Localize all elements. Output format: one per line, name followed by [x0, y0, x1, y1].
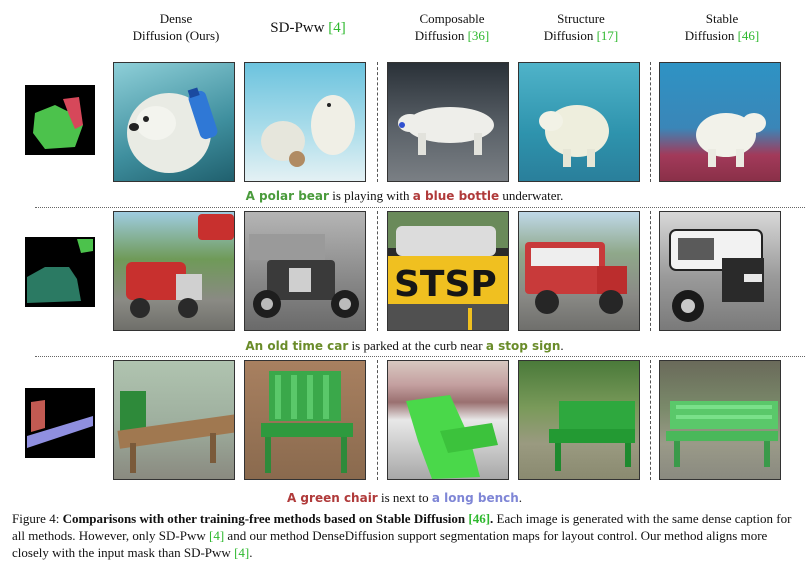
image-bear-structure	[518, 62, 640, 182]
figure-caption-bold: Comparisons with other training-free met…	[62, 511, 469, 526]
caption-text: is next to	[377, 490, 432, 505]
header-stable: Stable Diffusion [46]	[652, 10, 792, 44]
car-illustration	[669, 229, 764, 322]
header-sd-pww: SD-Pww [4]	[238, 20, 378, 37]
caption-entity-1: A green chair	[286, 491, 378, 505]
figure-caption-text: and our method DenseDiffusion support se…	[12, 528, 768, 560]
image-car-sdpww	[244, 211, 366, 331]
mask-shapes	[27, 400, 93, 448]
header-line1: Stable	[705, 11, 739, 26]
header-line2: Diffusion	[684, 28, 735, 43]
image-chair-sdpww	[244, 360, 366, 480]
image-car-composable: STSP	[387, 211, 509, 331]
citation-link[interactable]: [4]	[209, 528, 225, 543]
figure-caption-text: Each image is generated with the same de…	[12, 511, 792, 543]
bear-illustration	[398, 107, 494, 155]
column-divider	[377, 211, 378, 331]
segmentation-mask-bear	[25, 85, 95, 155]
header-line2: Diffusion	[543, 28, 594, 43]
car-illustration	[249, 234, 359, 318]
caption-text-end: .	[518, 490, 523, 505]
header-ref: [4]	[328, 20, 346, 36]
chair-bench-illustration	[117, 391, 234, 473]
figure-caption: Figure 4: Comparisons with other trainin…	[12, 510, 802, 561]
citation-link[interactable]: [4]	[234, 545, 250, 560]
bears-illustration	[261, 95, 355, 167]
figure-label: Figure 4:	[12, 511, 63, 526]
bench-illustration	[549, 401, 635, 471]
svg-text:STSP: STSP	[394, 264, 497, 305]
header-line1: Structure	[557, 11, 605, 26]
header-densediffusion: Dense Diffusion (Ours)	[106, 10, 246, 44]
figure-caption-bold-end: .	[490, 511, 494, 526]
header-ref: [46]	[737, 28, 760, 43]
caption-text-end: underwater.	[499, 188, 564, 203]
bear-illustration	[539, 105, 609, 167]
image-car-structure	[518, 211, 640, 331]
image-chair-structure	[518, 360, 640, 480]
row-divider	[35, 207, 805, 208]
chair-illustration	[261, 371, 353, 473]
header-line2: Diffusion	[414, 28, 465, 43]
header-line1: Dense	[159, 11, 193, 26]
image-bear-composable	[387, 62, 509, 182]
column-divider	[377, 62, 378, 182]
row-caption-chair: A green chair is next to a long bench.	[0, 490, 809, 506]
header-ref: [17]	[596, 28, 619, 43]
caption-entity-1: An old time car	[245, 339, 349, 353]
header-line1: Composable	[419, 11, 485, 26]
image-chair-composable	[387, 360, 509, 480]
caption-entity-1: A polar bear	[245, 189, 329, 203]
caption-text: is playing with	[328, 188, 413, 203]
mask-shapes	[33, 97, 83, 149]
car-illustration	[525, 242, 627, 314]
column-divider	[650, 360, 651, 480]
mask-shapes	[27, 239, 93, 303]
car-illustration	[126, 214, 234, 318]
header-structure: Structure Diffusion [17]	[511, 10, 651, 44]
bear-illustration	[696, 113, 766, 167]
citation-link[interactable]: [46]	[468, 511, 491, 526]
caption-text: is parked at the curb near	[348, 338, 486, 353]
header-line2: SD-Pww	[270, 20, 325, 36]
column-divider	[377, 360, 378, 480]
bear-illustration	[127, 87, 218, 173]
row-caption-car: An old time car is parked at the curb ne…	[0, 338, 809, 354]
caption-entity-2: a blue bottle	[412, 189, 500, 203]
chair-illustration	[406, 395, 498, 479]
figure-caption-text: .	[249, 545, 253, 560]
image-chair-ours	[113, 360, 235, 480]
header-ref: [36]	[467, 28, 490, 43]
column-divider	[650, 62, 651, 182]
row-divider	[35, 356, 805, 357]
image-bear-ours	[113, 62, 235, 182]
caption-entity-2: a long bench	[431, 491, 519, 505]
header-line2: Diffusion (Ours)	[132, 28, 220, 43]
segmentation-mask-chair	[25, 388, 95, 458]
caption-entity-2: a stop sign	[485, 339, 561, 353]
image-car-stable	[659, 211, 781, 331]
caption-text-end: .	[560, 338, 564, 353]
image-car-ours	[113, 211, 235, 331]
car-illustration: STSP	[388, 212, 508, 330]
row-caption-bear: A polar bear is playing with a blue bott…	[0, 188, 809, 204]
column-divider	[650, 211, 651, 331]
image-chair-stable	[659, 360, 781, 480]
image-bear-stable	[659, 62, 781, 182]
bench-illustration	[666, 401, 778, 467]
header-composable: Composable Diffusion [36]	[382, 10, 522, 44]
image-bear-sdpww	[244, 62, 366, 182]
segmentation-mask-car	[25, 237, 95, 307]
